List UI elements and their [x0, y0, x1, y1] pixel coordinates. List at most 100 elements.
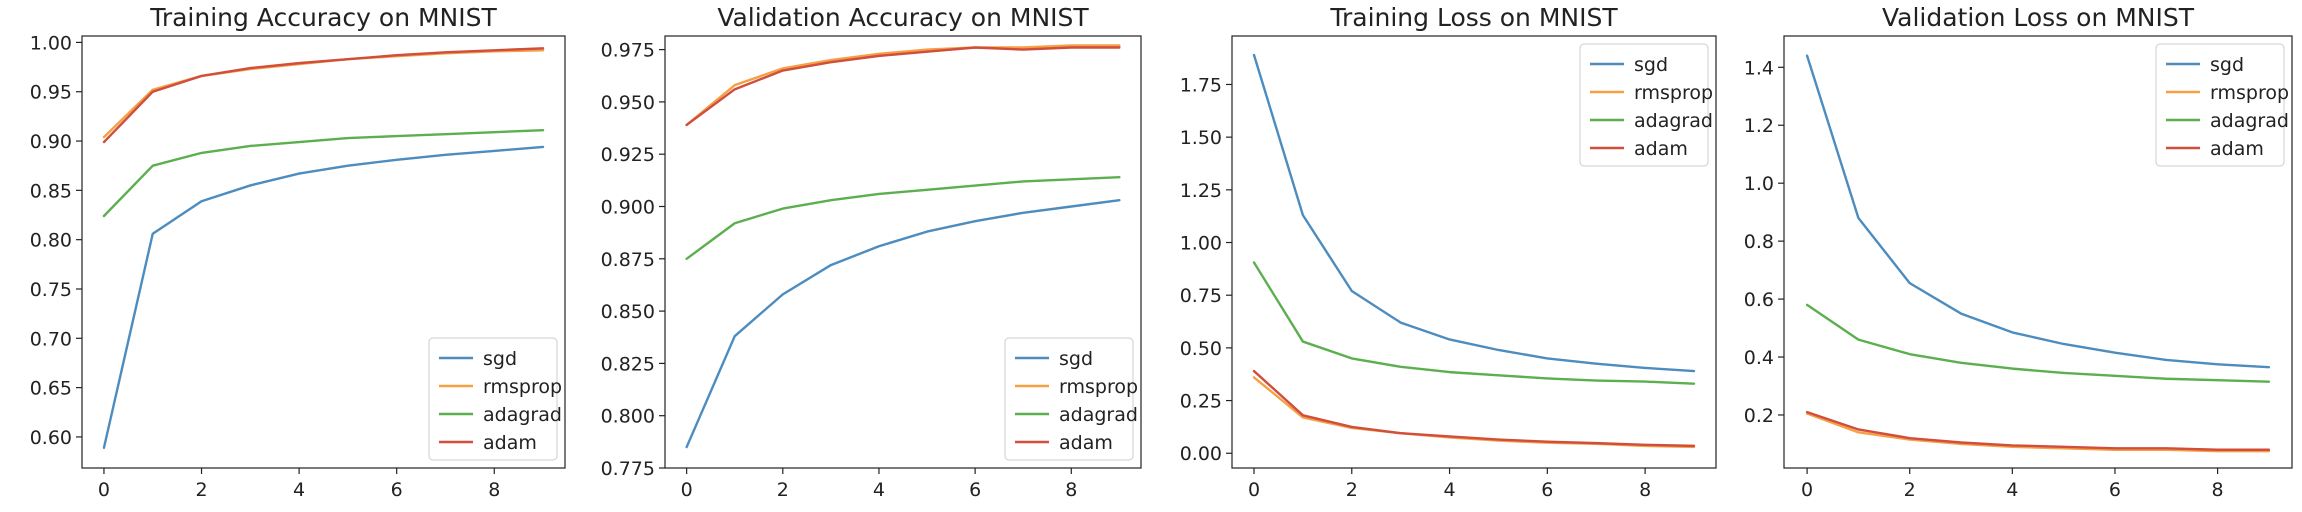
y-tick-label: 1.2	[1744, 115, 1774, 137]
y-tick-label: 0.4	[1744, 347, 1774, 369]
series-line-adam	[685, 46, 1121, 127]
y-tick-label: 0.95	[30, 82, 72, 104]
x-tick-label: 4	[1444, 479, 1456, 501]
legend-box	[1004, 337, 1134, 461]
legend-label-rmsprop: rmsprop	[2210, 82, 2289, 104]
y-tick-label: 0.25	[1180, 391, 1222, 413]
legend-label-adagrad: adagrad	[2210, 110, 2289, 132]
series-line-sgd	[685, 199, 1121, 449]
y-tick-label: 0.75	[1180, 285, 1222, 307]
x-tick-label: 8	[488, 479, 500, 501]
series-line-rmsprop	[102, 49, 545, 139]
y-tick-label: 1.50	[1180, 127, 1222, 149]
x-tick-label: 6	[2109, 479, 2121, 501]
x-tick-label: 4	[2006, 479, 2018, 501]
legend-label-sgd: sgd	[1634, 54, 1668, 76]
legend-label-sgd: sgd	[2210, 54, 2244, 76]
y-tick-label: 0.875	[601, 249, 655, 271]
legend-box	[2155, 43, 2285, 167]
chart-title: Validation Accuracy on MNIST	[717, 3, 1089, 32]
y-tick-label: 0.925	[601, 144, 655, 166]
legend-label-adam: adam	[483, 432, 537, 454]
y-tick-label: 0.775	[601, 458, 655, 480]
legend-label-rmsprop: rmsprop	[1059, 376, 1138, 398]
y-tick-label: 0.00	[1180, 443, 1222, 465]
y-tick-label: 1.75	[1180, 74, 1222, 96]
series-line-rmsprop	[685, 44, 1121, 127]
x-tick-label: 2	[1346, 479, 1358, 501]
series-line-sgd	[102, 145, 545, 449]
y-tick-label: 0.900	[601, 196, 655, 218]
y-tick-label: 1.25	[1180, 180, 1222, 202]
y-tick-label: 0.50	[1180, 338, 1222, 360]
x-tick-label: 4	[293, 479, 305, 501]
legend: sgd rmsprop adagrad adam	[428, 337, 562, 461]
y-tick-label: 0.800	[601, 406, 655, 428]
y-tick-label: 0.6	[1744, 289, 1774, 311]
series-line-adam	[1805, 410, 2271, 451]
legend-box	[428, 337, 558, 461]
series-line-adam	[1252, 369, 1696, 448]
training-accuracy-chart: Training Accuracy on MNIST 0.60 0.65 0.70 0.…	[30, 3, 566, 501]
y-tick-label: 0.850	[601, 301, 655, 323]
x-tick-label: 6	[1541, 479, 1553, 501]
x-tick-label: 8	[2212, 479, 2224, 501]
x-tick-label: 0	[1248, 479, 1260, 501]
training-loss-chart: Training Loss on MNIST 0.00 0.25 0.50 0.75 1.…	[1180, 3, 1717, 501]
y-tick-label: 0.65	[30, 378, 72, 400]
legend-label-adam: adam	[2210, 138, 2264, 160]
y-tick-label: 0.60	[30, 427, 72, 449]
y-tick-label: 0.80	[30, 230, 72, 252]
y-tick-label: 0.950	[601, 92, 655, 114]
legend: sgd rmsprop adagrad adam	[2155, 43, 2289, 167]
series-line-adagrad	[1252, 261, 1696, 385]
series-line-adagrad	[685, 176, 1121, 260]
x-tick-label: 2	[1904, 479, 1916, 501]
legend-label-adagrad: adagrad	[483, 404, 562, 426]
y-tick-label: 0.8	[1744, 231, 1774, 253]
y-tick-label: 0.975	[601, 40, 655, 62]
legend-label-sgd: sgd	[1059, 348, 1093, 370]
x-tick-label: 6	[969, 479, 981, 501]
legend-label-adagrad: adagrad	[1634, 110, 1713, 132]
x-tick-label: 0	[1801, 479, 1813, 501]
y-tick-label: 1.00	[30, 32, 72, 54]
plot-frame	[1231, 35, 1717, 469]
x-tick-label: 2	[195, 479, 207, 501]
legend-label-adam: adam	[1634, 138, 1688, 160]
x-tick-label: 2	[777, 479, 789, 501]
y-tick-label: 1.0	[1744, 173, 1774, 195]
y-tick-label: 0.90	[30, 131, 72, 153]
y-tick-label: 0.75	[30, 279, 72, 301]
x-tick-label: 8	[1639, 479, 1651, 501]
series-line-rmsprop	[1252, 376, 1696, 449]
chart-panel-3: Training Loss on MNIST 0.00 0.25 0.50 0.75 1.…	[1150, 0, 1726, 512]
chart-title: Training Loss on MNIST	[1329, 3, 1618, 32]
y-tick-label: 0.825	[601, 353, 655, 375]
chart-panel-2: Validation Accuracy on MNIST 0.775 0.800 0.…	[575, 0, 1150, 512]
series-line-sgd	[1252, 53, 1696, 373]
validation-accuracy-chart: Validation Accuracy on MNIST 0.775 0.800 0.…	[601, 3, 1142, 501]
y-tick-label: 0.2	[1744, 405, 1774, 427]
chart-title: Validation Loss on MNIST	[1882, 3, 2195, 32]
validation-loss-chart: Validation Loss on MNIST 0.2 0.4 0.6 0.8 1.0 1…	[1744, 3, 2293, 501]
chart-panel-4: Validation Loss on MNIST 0.2 0.4 0.6 0.8 1.0 1…	[1726, 0, 2302, 512]
legend-label-rmsprop: rmsprop	[1634, 82, 1713, 104]
chart-panel-1: Training Accuracy on MNIST 0.60 0.65 0.70 0.…	[0, 0, 575, 512]
series-line-rmsprop	[1805, 412, 2271, 453]
series-line-adam	[102, 47, 545, 144]
legend: sgd rmsprop adagrad adam	[1004, 337, 1138, 461]
legend-box	[1579, 43, 1709, 167]
y-tick-label: 0.85	[30, 180, 72, 202]
x-tick-label: 4	[873, 479, 885, 501]
y-tick-label: 0.70	[30, 328, 72, 350]
legend: sgd rmsprop adagrad adam	[1579, 43, 1713, 167]
plot-frame	[1783, 35, 2293, 469]
legend-label-adagrad: adagrad	[1059, 404, 1138, 426]
chart-title: Training Accuracy on MNIST	[149, 3, 497, 32]
legend-label-sgd: sgd	[483, 348, 517, 370]
series-line-sgd	[1805, 54, 2271, 369]
x-tick-label: 8	[1065, 479, 1077, 501]
legend-label-adam: adam	[1059, 432, 1113, 454]
series-line-adagrad	[102, 128, 545, 218]
